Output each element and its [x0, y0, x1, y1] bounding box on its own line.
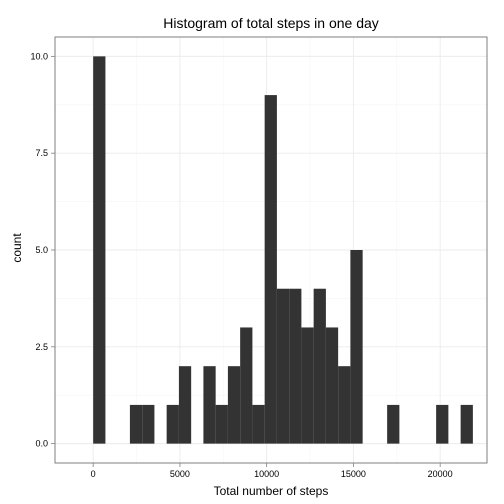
histogram-bar	[227, 366, 241, 444]
x-tick-label: 0	[91, 469, 96, 479]
x-tick-label: 5000	[170, 469, 190, 479]
histogram-bar	[264, 95, 277, 444]
chart-title: Histogram of total steps in one day	[163, 15, 379, 31]
histogram-bar	[325, 327, 339, 444]
x-tick-label: 20000	[428, 469, 453, 479]
histogram-bar	[289, 288, 302, 444]
histogram-bars	[93, 56, 473, 444]
y-axis-label: count	[10, 233, 24, 263]
histogram-bar	[387, 404, 400, 444]
y-tick-label: 7.5	[35, 148, 48, 158]
histogram-bar	[240, 327, 253, 444]
histogram-bar	[129, 404, 143, 444]
x-tick-label: 10000	[254, 469, 279, 479]
histogram-bar	[215, 404, 228, 444]
histogram-bar	[301, 327, 314, 444]
histogram-bar	[203, 366, 216, 444]
x-axis-label: Total number of steps	[214, 484, 329, 498]
histogram-bar	[142, 404, 155, 444]
x-tick-label: 15000	[341, 469, 366, 479]
histogram-bar	[166, 404, 179, 444]
y-tick-label: 10.0	[30, 51, 48, 61]
histogram-bar	[460, 404, 473, 444]
histogram-bar	[252, 404, 265, 444]
histogram-bar	[338, 366, 351, 444]
histogram-bar	[436, 404, 449, 444]
histogram-bar	[313, 288, 326, 444]
histogram-bar	[93, 56, 106, 444]
y-tick-label: 5.0	[35, 245, 48, 255]
histogram-bar	[350, 250, 363, 444]
y-tick-label: 0.0	[35, 439, 48, 449]
y-tick-label: 2.5	[35, 342, 48, 352]
histogram-bar	[276, 288, 290, 444]
histogram-bar	[178, 366, 192, 444]
axis-ticks: 0 5000 10000 15000 20000 0.0 2.5 5.0 7.5 10.0	[30, 51, 452, 479]
